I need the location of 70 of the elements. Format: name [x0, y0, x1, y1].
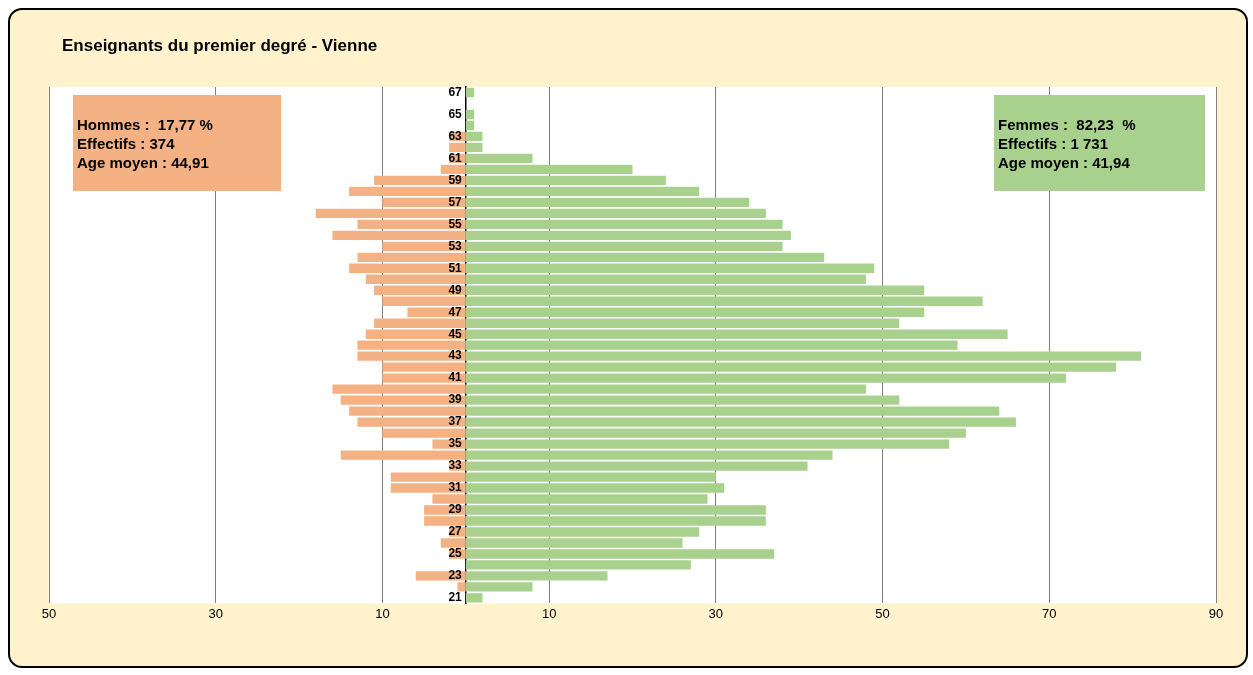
y-tick-label: 29: [448, 502, 463, 517]
bar: [465, 318, 900, 328]
bar: [465, 230, 791, 240]
y-tick-label: 25: [448, 546, 463, 561]
x-tick-label: 50: [875, 605, 890, 621]
y-tick-label: 61: [448, 150, 463, 165]
bar: [465, 153, 533, 164]
bar: [465, 263, 875, 273]
bar: [465, 296, 983, 306]
bar: [465, 219, 783, 230]
x-tick-label: 30: [708, 605, 724, 621]
y-tick-label: 31: [448, 480, 463, 495]
x-tick-label: 50: [41, 605, 57, 621]
x-tick-label: 10: [375, 605, 390, 621]
bar: [465, 197, 750, 208]
bar: [465, 87, 475, 98]
bar: [465, 285, 925, 295]
y-tick-label: 33: [448, 458, 463, 473]
bar: [465, 274, 866, 284]
bar: [465, 120, 475, 131]
bar: [465, 131, 483, 142]
text-box: Hommes : 17,77 % Effectifs : 374 Age moyen : 44,91: [73, 95, 281, 191]
bar: [365, 274, 466, 284]
y-tick-label: 35: [448, 436, 463, 451]
chart-title: Enseignants du premier degré - Vienne: [62, 36, 378, 56]
bar: [465, 307, 925, 317]
y-tick-label: 21: [448, 590, 463, 605]
bar: [465, 329, 1008, 339]
bar: [332, 230, 466, 240]
bar: [465, 164, 633, 175]
bar: [382, 296, 466, 306]
y-tick-label: 59: [448, 172, 463, 187]
bar: [465, 340, 958, 350]
y-tick-label: 57: [448, 194, 463, 209]
x-tick-label: 90: [1208, 605, 1224, 621]
y-tick-label: 51: [448, 260, 463, 275]
x-tick-label: 30: [208, 605, 223, 621]
bar: [349, 263, 466, 273]
bar: [465, 252, 825, 262]
bar: [465, 186, 700, 197]
y-tick-label: 65: [448, 106, 463, 121]
y-tick-label: 43: [448, 348, 463, 363]
bar: [449, 142, 466, 153]
x-tick-label: 10: [541, 605, 557, 621]
bar: [349, 186, 466, 197]
y-tick-label: 55: [448, 216, 463, 231]
bar: [357, 340, 466, 350]
y-tick-label: 23: [448, 568, 463, 583]
bar: [440, 164, 466, 175]
y-tick-label: 49: [448, 282, 463, 297]
bar: [465, 241, 783, 251]
bar: [315, 208, 466, 219]
y-tick-label: 27: [448, 524, 463, 539]
bar: [465, 351, 1141, 361]
y-tick-label: 53: [448, 238, 463, 253]
bar: [374, 318, 466, 328]
y-tick-label: 37: [448, 414, 463, 429]
y-tick-label: 39: [448, 392, 463, 407]
bar: [357, 252, 466, 262]
bar: [465, 175, 666, 186]
bar: [465, 142, 483, 153]
y-tick-label: 67: [448, 84, 463, 99]
text-box: Femmes : 82,23 % Effectifs : 1 731 Age moyen : 41,94: [994, 95, 1205, 191]
y-tick-label: 63: [448, 128, 463, 143]
y-tick-label: 45: [448, 326, 463, 341]
bar: [465, 208, 766, 219]
y-tick-label: 41: [448, 370, 463, 385]
y-tick-label: 47: [448, 304, 463, 319]
x-tick-label: 70: [1042, 605, 1057, 621]
bar: [465, 109, 475, 120]
